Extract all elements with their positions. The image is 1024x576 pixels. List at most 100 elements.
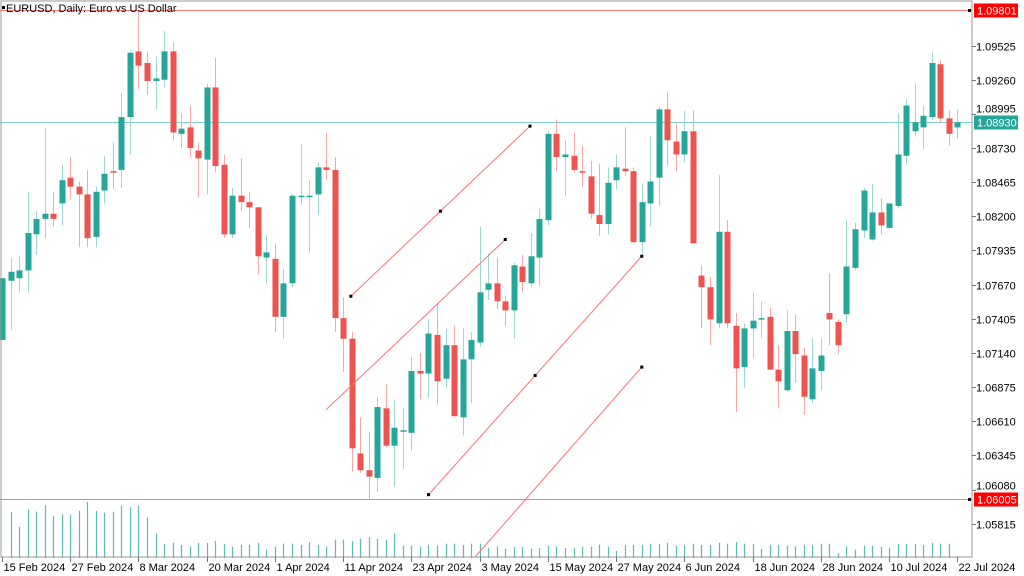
trendline-anchor-icon[interactable] <box>427 493 430 497</box>
support-price-label-bg <box>974 492 1018 507</box>
bearish-candle <box>571 132 578 173</box>
bearish-candle <box>76 181 83 248</box>
candle-body <box>25 233 32 271</box>
bullish-candle <box>391 399 398 487</box>
candle-body <box>681 131 688 155</box>
trendline-anchor-icon[interactable] <box>438 209 442 213</box>
candle-body <box>212 87 219 167</box>
price-tick-label: 1.05815 <box>976 520 1016 532</box>
time-tick-label: 8 Mar 2024 <box>140 562 196 574</box>
candle-body <box>153 78 160 82</box>
candle-body <box>698 275 705 288</box>
candle-body <box>246 202 253 208</box>
price-tick-label: 1.08200 <box>976 212 1016 224</box>
bullish-candle <box>93 186 100 248</box>
candle-body <box>673 141 680 155</box>
trendline-anchor-icon[interactable] <box>349 294 353 298</box>
candle-body <box>733 325 740 369</box>
time-tick-label: 27 May 2024 <box>618 562 682 574</box>
support-price-label: 1.06005 <box>977 495 1017 507</box>
candle-body <box>229 195 236 235</box>
candle-body <box>809 368 816 400</box>
bullish-candle <box>903 99 910 165</box>
bullish-candle <box>861 187 868 239</box>
candle-body <box>460 359 467 418</box>
bearish-candle <box>664 92 671 167</box>
level-anchor-icon[interactable] <box>968 9 971 12</box>
bullish-candle <box>374 396 381 493</box>
bearish-candle <box>332 157 339 333</box>
bullish-candle <box>784 310 791 392</box>
bearish-candle <box>724 220 731 329</box>
level-anchor-icon[interactable] <box>968 498 971 501</box>
bearish-candle <box>588 160 595 219</box>
bearish-candle <box>135 11 142 89</box>
price-tick-label: 1.06080 <box>976 481 1016 493</box>
candle-body <box>903 105 910 156</box>
bullish-candle <box>750 292 757 359</box>
bullish-candle <box>656 106 663 207</box>
bullish-candle <box>460 328 467 436</box>
trendline-anchor-icon[interactable] <box>533 373 537 377</box>
trendline-anchor-icon[interactable] <box>640 365 644 369</box>
bearish-candle <box>50 191 57 227</box>
bullish-candle <box>639 184 646 257</box>
time-tick-label: 3 May 2024 <box>482 562 539 574</box>
bullish-candle <box>42 127 49 239</box>
candle-body <box>110 171 117 173</box>
bearish-candle <box>673 123 680 172</box>
bearish-candle <box>878 198 885 235</box>
bearish-candle <box>707 276 714 346</box>
candle-body <box>758 318 765 320</box>
bearish-candle <box>110 142 117 190</box>
candle-body <box>272 258 279 317</box>
bullish-candle <box>315 162 322 216</box>
bullish-candle <box>161 30 168 88</box>
bullish-candle <box>562 140 569 196</box>
candle-body <box>485 283 492 290</box>
price-axis[interactable]: 1.09525 1.09260 1.08995 1.08730 1.08465 1.082… <box>972 42 1016 532</box>
candle-body <box>408 370 415 433</box>
trendlines[interactable] <box>325 124 644 557</box>
trendline[interactable] <box>325 239 506 410</box>
time-axis[interactable]: 15 Feb 2024 27 Feb 2024 8 Mar 2024 20 Mar 2… <box>2 557 1016 574</box>
bullish-candle <box>468 332 475 404</box>
candle-body <box>144 62 151 82</box>
candle-body <box>528 256 535 284</box>
candle-body <box>67 177 74 187</box>
bearish-candle <box>494 257 501 310</box>
candle-body <box>886 203 893 228</box>
bullish-candle <box>306 180 313 253</box>
candle-body <box>315 167 322 195</box>
bearish-candle <box>272 243 279 333</box>
bullish-candle <box>613 154 620 190</box>
time-tick-label: 27 Feb 2024 <box>72 562 134 574</box>
candle-body <box>255 207 262 257</box>
candle-body <box>306 195 313 198</box>
candle-body <box>383 408 390 446</box>
trendline-anchor-icon[interactable] <box>503 238 507 242</box>
candle-body <box>920 115 927 128</box>
candle-body <box>835 321 842 346</box>
candle-body <box>792 331 799 355</box>
candle-body <box>545 133 552 221</box>
candle-body <box>59 180 66 204</box>
bullish-candle <box>280 269 287 339</box>
bearish-candle <box>553 119 560 172</box>
trendline[interactable] <box>475 366 643 557</box>
candle-body <box>195 150 202 159</box>
bearish-candle <box>195 142 202 197</box>
bullish-candle <box>33 211 40 255</box>
trendline-anchor-icon[interactable] <box>640 254 644 258</box>
bearish-candle <box>323 132 330 181</box>
candle-body <box>878 212 885 226</box>
bullish-candle <box>954 109 961 139</box>
candle-body <box>639 202 646 243</box>
trendline-anchor-icon[interactable] <box>528 124 532 128</box>
candle-body <box>613 167 620 181</box>
bullish-candle <box>929 51 936 120</box>
candle-body <box>178 128 185 134</box>
bearish-candle <box>733 312 740 413</box>
time-tick-label: 11 Apr 2024 <box>345 562 404 574</box>
